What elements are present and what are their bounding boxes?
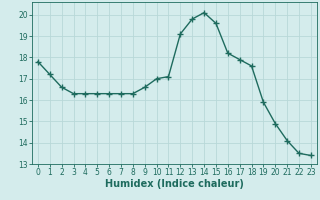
X-axis label: Humidex (Indice chaleur): Humidex (Indice chaleur) — [105, 179, 244, 189]
